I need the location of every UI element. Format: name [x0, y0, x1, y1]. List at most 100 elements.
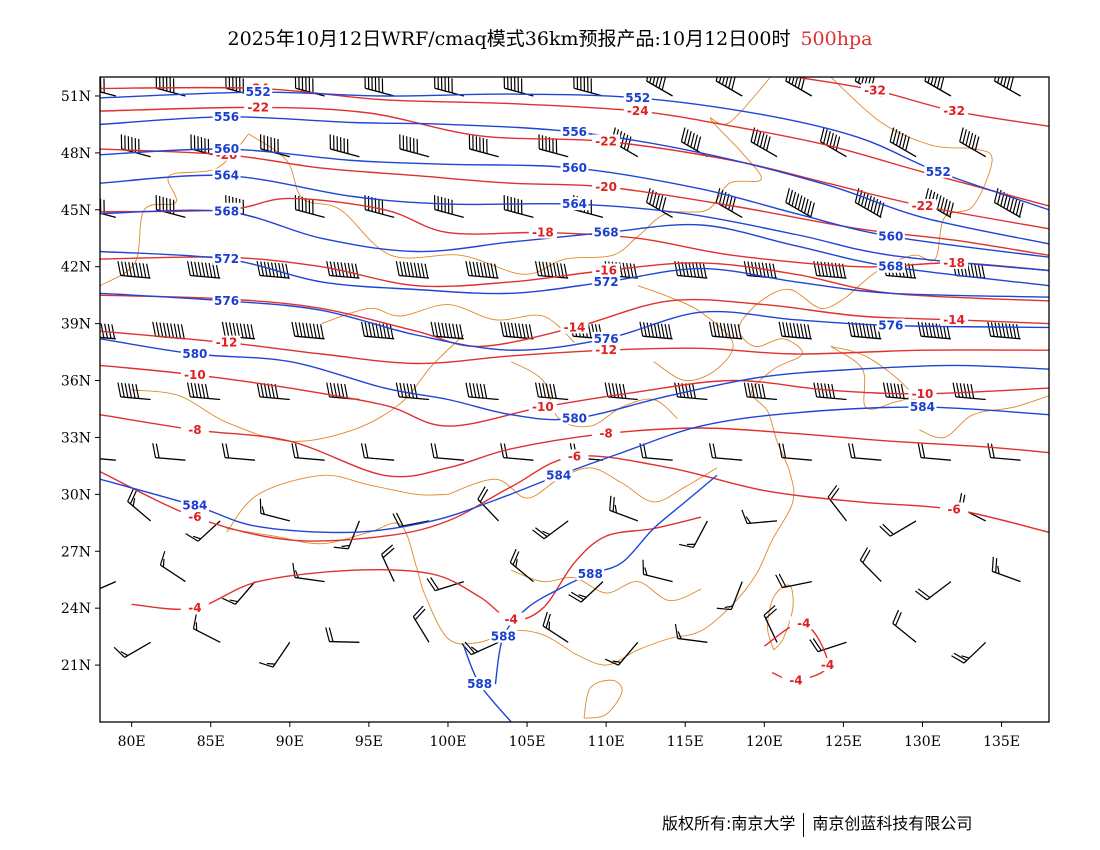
copyright-footer: 版权所有:南京大学 南京创蓝科技有限公司 [662, 810, 972, 837]
contour-label-bg [212, 142, 241, 156]
boundary-line [510, 361, 678, 428]
contour-label-bg [592, 134, 621, 148]
wind-barb [360, 443, 395, 461]
contour-label-bg [940, 255, 969, 269]
contour-label-bg [180, 422, 209, 436]
contour-label-bg [623, 90, 652, 104]
lon-label: 120E [746, 734, 783, 750]
wind-barb [395, 261, 430, 279]
contour-label: 580 [562, 411, 587, 425]
wind-barb [987, 321, 1021, 340]
contour-label-bg [560, 449, 589, 463]
contour-label-bg [940, 502, 969, 516]
contour-label-bg [528, 400, 557, 414]
wind-barb [113, 641, 151, 658]
contour-label: 556 [214, 110, 239, 124]
contour-label-bg [212, 109, 241, 123]
wind-barb [430, 321, 464, 340]
contour-label-bg [592, 180, 621, 194]
wind-barb [500, 321, 534, 340]
wind-barb [152, 443, 186, 461]
wind-barb [465, 382, 499, 401]
contour-label-bg [592, 263, 621, 277]
wind-barb [674, 623, 708, 643]
contour-label: -6 [568, 449, 581, 463]
footer-separator [803, 812, 805, 837]
boundary-line [321, 304, 575, 343]
contour-label-bg [592, 426, 621, 440]
contour-label: -6 [188, 510, 201, 524]
contour-label: 564 [214, 169, 239, 183]
contour-label: 552 [625, 91, 650, 105]
contour-label-bg [781, 673, 810, 687]
contour-label-bg [560, 125, 589, 139]
wind-barb [509, 548, 534, 583]
wind-barb [785, 188, 815, 218]
contour-label-bg [876, 318, 905, 332]
wind-barb [433, 77, 464, 97]
contour-label-bg [924, 164, 953, 178]
contour-label-bg [813, 658, 842, 672]
boundary-line [830, 77, 993, 298]
temperature-contour [100, 330, 1049, 365]
contour-label: 572 [594, 275, 619, 289]
wind-barb [503, 195, 534, 219]
wind-barb [716, 581, 743, 611]
contour-label: -18 [943, 256, 965, 270]
contour-label: -22 [912, 199, 934, 213]
contour-label: -8 [188, 423, 201, 437]
boundary-line [830, 345, 911, 410]
wind-barb [785, 77, 813, 97]
contour-label-bg [180, 498, 209, 512]
contour-label: 560 [878, 229, 903, 243]
contour-label: -8 [599, 427, 612, 441]
wind-barb [879, 520, 917, 537]
wind-barb [924, 77, 952, 97]
height-contours [100, 91, 1049, 722]
contour-label: -4 [188, 601, 201, 615]
wind-barb [221, 581, 256, 605]
contour-label-bg [528, 225, 557, 239]
contour-label-bg [560, 320, 589, 334]
wind-barb [775, 573, 812, 589]
contour-label: -14 [943, 313, 965, 327]
contour-label-bg [789, 616, 818, 630]
lat-label: 48N [61, 146, 91, 162]
contour-label: -22 [247, 100, 269, 114]
contour-label: 572 [214, 252, 239, 266]
wind-barb [680, 127, 708, 158]
lon-label: 125E [825, 734, 862, 750]
contour-label: 580 [182, 347, 207, 361]
lon-label: 110E [588, 734, 625, 750]
wind-barb [259, 498, 290, 522]
temperature-contour [100, 86, 1049, 207]
contour-label-bg [560, 411, 589, 425]
contour-label: 588 [578, 567, 603, 581]
height-contour [494, 474, 718, 685]
title-level: 500hpa [800, 28, 873, 50]
contour-label: -12 [595, 343, 617, 357]
wind-barb [381, 544, 395, 582]
wind-barb [117, 382, 151, 401]
wind-barb [813, 382, 847, 401]
wind-barb [859, 547, 882, 583]
chart-title: 2025年10月12日WRF/cmaq模式36km预报产品:10月12日00时 5… [0, 24, 1100, 51]
wind-barb [500, 443, 534, 461]
contour-label: -4 [789, 673, 802, 687]
axis-ticks: 51N 48N 45N 42N 39N 36N 33N 30N 27N 24N 21N 80E 85E 9… [61, 89, 1020, 750]
wind-barb [892, 609, 917, 643]
contour-label-bg [180, 601, 209, 615]
wind-barb [399, 134, 430, 158]
wind-barb [465, 261, 499, 279]
wind-barb [604, 382, 638, 401]
contour-label-bg [560, 197, 589, 211]
wind-barb [117, 261, 151, 279]
lat-label: 24N [61, 601, 91, 617]
contour-label: 560 [214, 142, 239, 156]
wind-barb [542, 611, 569, 643]
wind-barb [534, 382, 569, 401]
wind-barb [951, 641, 987, 664]
contour-label: -18 [532, 226, 554, 240]
lon-label: 80E [118, 734, 146, 750]
contour-label-bg [244, 85, 273, 99]
